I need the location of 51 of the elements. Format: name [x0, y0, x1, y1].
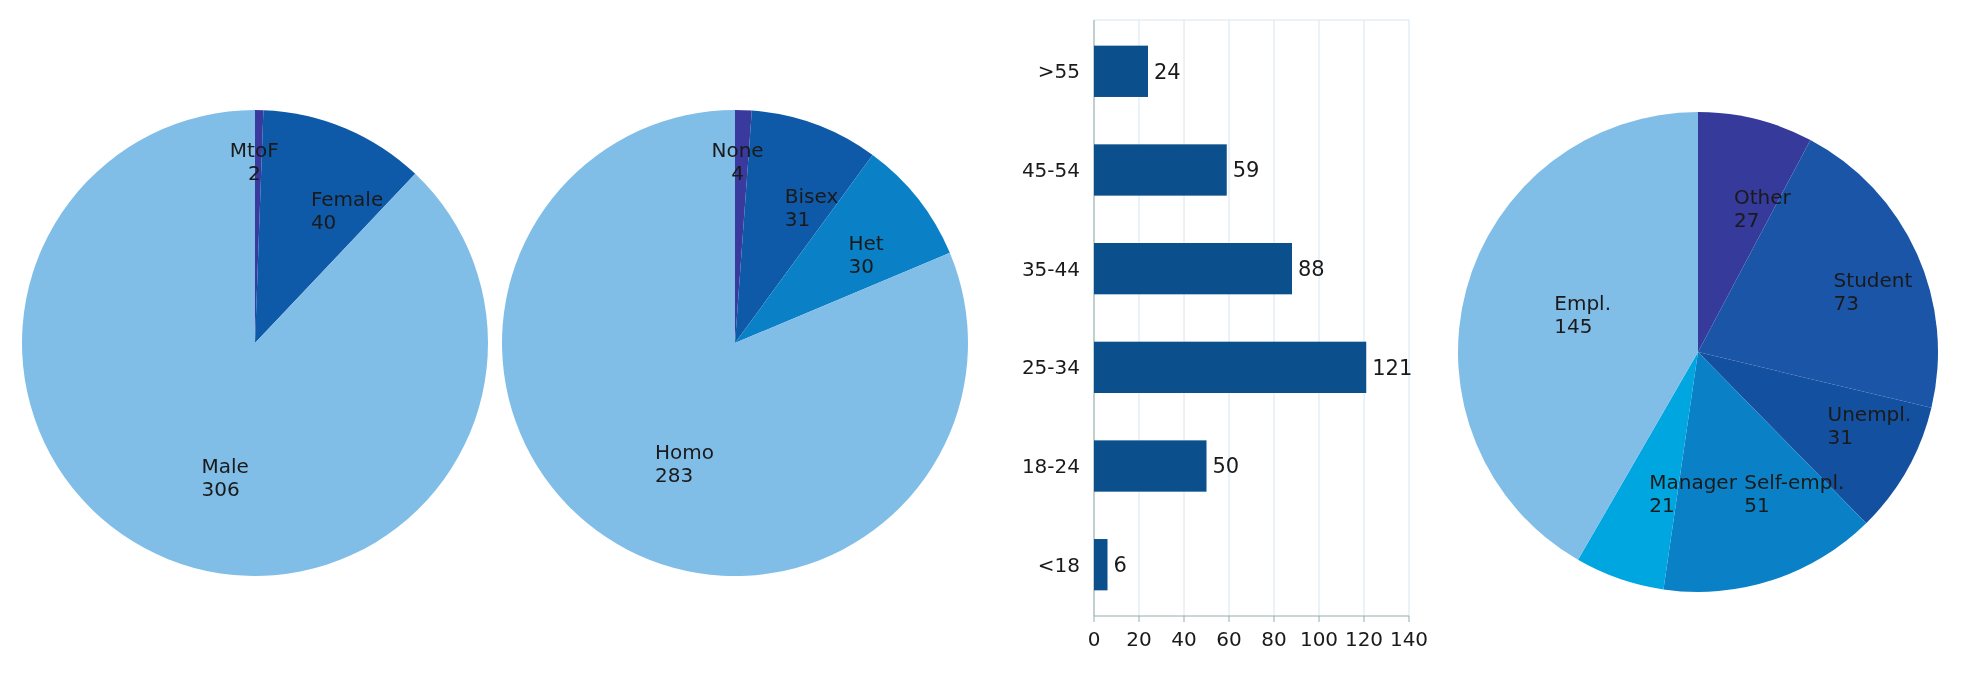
pie-slice	[502, 110, 968, 576]
data-label: 27	[1733, 207, 1760, 232]
data-label: 121	[1372, 355, 1413, 380]
x-tick-label: 120	[1344, 627, 1384, 651]
x-tick-label: 40	[1171, 627, 1197, 651]
x-tick-label: 0	[1087, 627, 1101, 651]
data-label: 306	[201, 477, 240, 502]
y-tick-label: >55	[1037, 59, 1080, 84]
slice-label: Male	[201, 454, 249, 479]
slice-label: Self-empl.	[1744, 470, 1845, 495]
x-tick-label: 80	[1261, 627, 1287, 651]
bar	[1094, 144, 1227, 196]
data-label: 40	[310, 209, 337, 234]
slice-label: Homo	[655, 440, 715, 465]
data-label: 59	[1232, 158, 1260, 183]
x-tick-label: 60	[1216, 627, 1242, 651]
bar	[1094, 243, 1292, 295]
data-label: 21	[1649, 492, 1675, 517]
y-tick-label: <18	[1037, 552, 1080, 577]
slice-label: Student	[1833, 267, 1913, 292]
slice-label: Female	[310, 186, 384, 211]
y-tick-label: 35-44	[1021, 256, 1080, 281]
y-tick-label: 25-34	[1021, 355, 1080, 380]
pie-slice	[1698, 112, 1811, 352]
x-tick-label: 140	[1389, 627, 1429, 651]
slice-label: Empl.	[1554, 290, 1611, 315]
slice-label: Unempl.	[1827, 402, 1912, 427]
data-label: 31	[784, 207, 811, 232]
bar	[1094, 539, 1108, 591]
y-tick-label: 18-24	[1021, 454, 1080, 479]
slice-label: Manager	[1649, 469, 1738, 494]
slice-label: Bisex	[784, 184, 839, 209]
data-label: 283	[655, 463, 694, 488]
bar	[1094, 45, 1148, 97]
data-label: 50	[1212, 454, 1240, 479]
bar	[1094, 341, 1367, 393]
data-label: 6	[1113, 553, 1127, 578]
bar	[1094, 440, 1207, 492]
y-tick-label: 45-54	[1021, 157, 1080, 182]
data-label: 51	[1744, 493, 1770, 518]
data-label: 24	[1154, 59, 1181, 84]
pie-slice	[22, 110, 488, 576]
slice-label: Other	[1733, 184, 1792, 209]
slice-label: Het	[848, 230, 884, 255]
x-tick-label: 20	[1126, 627, 1152, 651]
data-label: 30	[848, 253, 874, 278]
data-label: 73	[1833, 290, 1860, 315]
x-tick-label: 100	[1299, 627, 1339, 651]
data-label: 145	[1554, 313, 1593, 338]
data-label: 31	[1827, 425, 1853, 450]
data-label: 88	[1298, 257, 1325, 282]
